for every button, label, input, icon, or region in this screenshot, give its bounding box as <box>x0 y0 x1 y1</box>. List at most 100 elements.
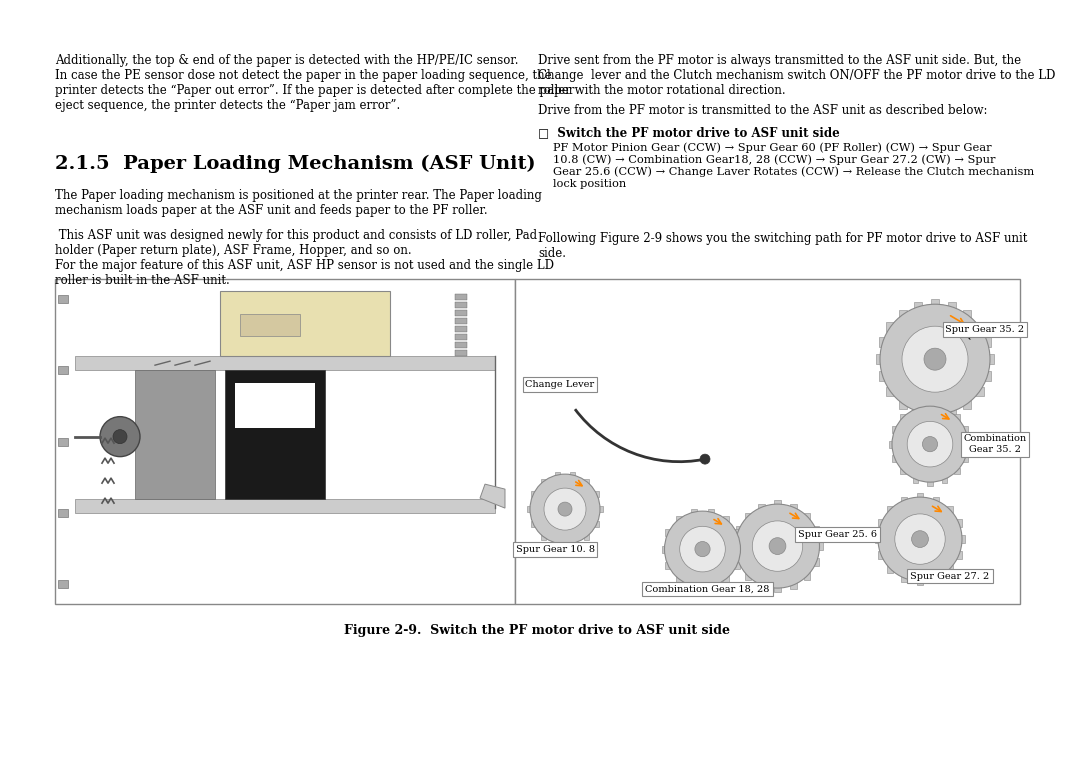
FancyBboxPatch shape <box>917 494 923 501</box>
FancyBboxPatch shape <box>931 299 940 309</box>
FancyBboxPatch shape <box>878 337 887 347</box>
FancyBboxPatch shape <box>966 441 971 448</box>
FancyBboxPatch shape <box>878 372 887 381</box>
FancyBboxPatch shape <box>914 407 922 417</box>
Circle shape <box>113 430 127 443</box>
FancyBboxPatch shape <box>58 438 68 446</box>
FancyBboxPatch shape <box>975 387 984 397</box>
FancyBboxPatch shape <box>570 540 576 546</box>
FancyBboxPatch shape <box>531 521 536 527</box>
FancyBboxPatch shape <box>584 478 590 485</box>
Text: This ASF unit was designed newly for this product and consists of LD roller, Pad: This ASF unit was designed newly for thi… <box>55 229 554 287</box>
FancyBboxPatch shape <box>933 497 940 504</box>
Text: Additionally, the top & end of the paper is detected with the HP/PE/IC sensor.
I: Additionally, the top & end of the paper… <box>55 54 575 112</box>
FancyBboxPatch shape <box>774 501 781 508</box>
Circle shape <box>100 417 140 456</box>
FancyBboxPatch shape <box>455 318 467 324</box>
Circle shape <box>924 348 946 370</box>
Circle shape <box>679 526 726 572</box>
FancyBboxPatch shape <box>948 407 956 417</box>
Circle shape <box>694 542 711 557</box>
Circle shape <box>753 521 802 571</box>
FancyBboxPatch shape <box>455 311 467 316</box>
FancyBboxPatch shape <box>954 414 960 420</box>
Circle shape <box>895 514 945 565</box>
FancyBboxPatch shape <box>946 565 953 572</box>
FancyBboxPatch shape <box>758 504 765 511</box>
FancyBboxPatch shape <box>963 399 971 409</box>
FancyBboxPatch shape <box>962 427 968 433</box>
FancyBboxPatch shape <box>889 441 895 448</box>
FancyBboxPatch shape <box>901 497 907 504</box>
Circle shape <box>700 454 710 464</box>
Circle shape <box>892 406 968 482</box>
FancyBboxPatch shape <box>735 526 742 534</box>
Text: Following Figure 2-9 shows you the switching path for PF motor drive to ASF unit: Following Figure 2-9 shows you the switc… <box>538 232 1027 260</box>
Circle shape <box>902 327 968 392</box>
FancyBboxPatch shape <box>942 406 947 413</box>
FancyBboxPatch shape <box>597 506 603 512</box>
FancyBboxPatch shape <box>58 295 68 303</box>
FancyBboxPatch shape <box>892 427 897 433</box>
FancyBboxPatch shape <box>804 513 810 520</box>
Circle shape <box>880 304 990 414</box>
FancyBboxPatch shape <box>878 552 885 559</box>
Circle shape <box>907 421 953 467</box>
FancyBboxPatch shape <box>515 279 1020 604</box>
Text: Combination
Gear 35. 2: Combination Gear 35. 2 <box>963 434 1027 454</box>
Circle shape <box>558 502 572 516</box>
Text: Spur Gear 10. 8: Spur Gear 10. 8 <box>515 545 594 554</box>
FancyBboxPatch shape <box>235 383 315 428</box>
FancyBboxPatch shape <box>531 491 536 497</box>
FancyBboxPatch shape <box>455 334 467 340</box>
FancyBboxPatch shape <box>901 574 907 581</box>
FancyBboxPatch shape <box>875 536 881 543</box>
FancyBboxPatch shape <box>541 478 545 485</box>
Text: Drive sent from the PF motor is always transmitted to the ASF unit side. But, th: Drive sent from the PF motor is always t… <box>538 54 1055 98</box>
Text: Figure 2-9.  Switch the PF motor drive to ASF unit side: Figure 2-9. Switch the PF motor drive to… <box>345 624 730 637</box>
Text: Stylus C40UX/C40SX/C20UX/C20SX: Stylus C40UX/C40SX/C20UX/C20SX <box>11 12 256 25</box>
FancyBboxPatch shape <box>975 322 984 332</box>
FancyBboxPatch shape <box>527 506 532 512</box>
Text: PF Motor Pinion Gear (CCW) → Spur Gear 60 (PF Roller) (CW) → Spur Gear
10.8 (CW): PF Motor Pinion Gear (CCW) → Spur Gear 6… <box>553 142 1035 189</box>
FancyBboxPatch shape <box>892 456 897 462</box>
FancyBboxPatch shape <box>948 302 956 312</box>
FancyBboxPatch shape <box>584 533 590 539</box>
Text: Change Lever: Change Lever <box>526 380 595 388</box>
FancyBboxPatch shape <box>541 533 545 539</box>
FancyBboxPatch shape <box>956 520 962 526</box>
FancyBboxPatch shape <box>665 530 671 536</box>
FancyBboxPatch shape <box>791 581 797 589</box>
FancyBboxPatch shape <box>901 414 906 420</box>
FancyBboxPatch shape <box>708 583 714 590</box>
Circle shape <box>922 436 937 452</box>
FancyBboxPatch shape <box>58 580 68 588</box>
FancyBboxPatch shape <box>570 472 576 478</box>
FancyBboxPatch shape <box>455 327 467 332</box>
FancyBboxPatch shape <box>913 406 918 413</box>
FancyBboxPatch shape <box>594 521 599 527</box>
FancyBboxPatch shape <box>927 403 933 410</box>
FancyBboxPatch shape <box>455 302 467 308</box>
FancyBboxPatch shape <box>662 546 667 552</box>
FancyBboxPatch shape <box>75 499 495 513</box>
FancyBboxPatch shape <box>816 542 823 550</box>
FancyBboxPatch shape <box>813 559 820 566</box>
FancyBboxPatch shape <box>676 575 681 582</box>
FancyBboxPatch shape <box>732 542 739 550</box>
FancyBboxPatch shape <box>225 370 325 499</box>
FancyBboxPatch shape <box>58 509 68 517</box>
FancyBboxPatch shape <box>791 504 797 511</box>
Circle shape <box>735 504 820 588</box>
Text: Operating Principles: Operating Principles <box>11 743 154 756</box>
FancyBboxPatch shape <box>135 370 215 499</box>
FancyBboxPatch shape <box>954 468 960 475</box>
FancyBboxPatch shape <box>887 506 893 513</box>
FancyBboxPatch shape <box>933 574 940 581</box>
FancyBboxPatch shape <box>555 472 559 478</box>
Circle shape <box>878 497 962 581</box>
FancyBboxPatch shape <box>724 575 729 582</box>
FancyBboxPatch shape <box>691 583 697 590</box>
Text: Combination Gear 18, 28: Combination Gear 18, 28 <box>646 584 770 594</box>
Circle shape <box>544 488 586 530</box>
